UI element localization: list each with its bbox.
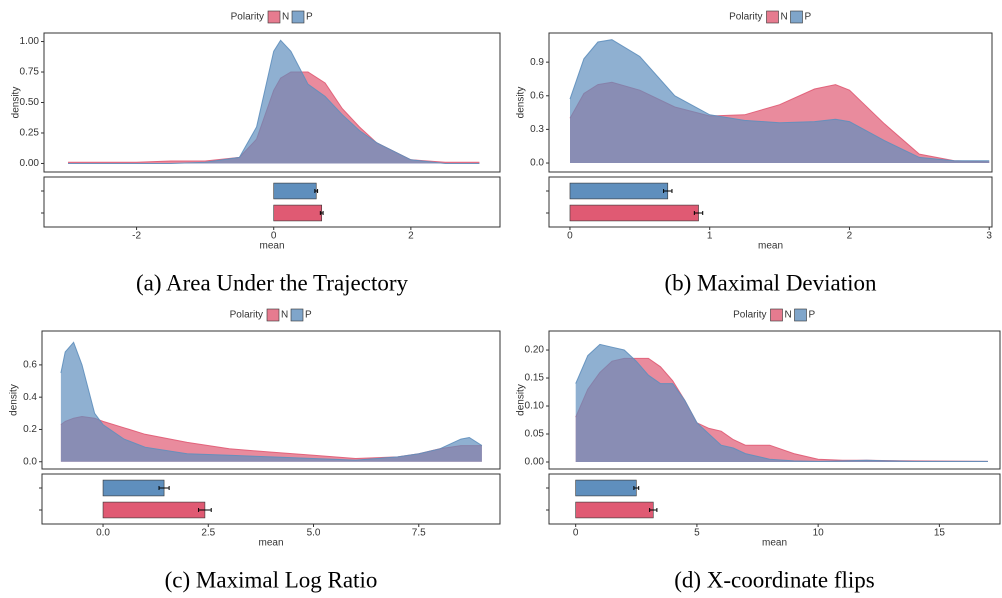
bar-frame [548, 176, 993, 228]
error-bar [314, 189, 319, 193]
error-bar [633, 486, 640, 490]
x-tick-label: 7.5 [412, 528, 426, 539]
y-tick-label: 0.00 [525, 457, 545, 468]
plot-frame [41, 330, 501, 470]
bar-frame [43, 176, 501, 228]
y-tick-label: 0.15 [525, 373, 545, 384]
x-tick-label: 2 [847, 231, 853, 242]
x-tick-label: 10 [813, 528, 825, 539]
x-axis-label: mean [258, 538, 283, 549]
caption: (c) Maximal Log Ratio [165, 567, 378, 592]
density-line [575, 343, 988, 462]
y-tick-label: 0.0 [23, 456, 37, 467]
y-tick-label: 0.2 [23, 424, 37, 435]
y-axis-label: density [516, 384, 527, 416]
error-bar [158, 486, 170, 490]
caption: (a) Area Under the Trajectory [136, 270, 409, 295]
bar-frame [41, 473, 501, 525]
legend-swatch [770, 308, 783, 322]
error-bar [663, 189, 673, 193]
y-axis-label: density [11, 87, 22, 119]
y-tick-label: 0.4 [23, 392, 37, 403]
x-axis-label: mean [259, 241, 284, 252]
y-tick-label: 0.25 [20, 128, 40, 139]
density-fill [60, 342, 482, 462]
caption: (d) X-coordinate flips [674, 567, 875, 592]
legend-title: Polarity [733, 310, 766, 321]
legend-swatch [266, 308, 280, 322]
legend-label: P [805, 12, 812, 23]
density-line [60, 341, 483, 461]
legend-label: N [781, 12, 788, 23]
y-tick-label: 0.05 [525, 429, 545, 440]
legend-swatch [290, 308, 304, 322]
legend-swatch [794, 308, 807, 322]
x-tick-label: 1 [707, 231, 713, 242]
legend-label: N [785, 310, 792, 321]
x-axis-label: mean [762, 538, 787, 549]
x-tick-label: 5 [694, 528, 700, 539]
legend-label: N [282, 12, 289, 23]
bar [273, 182, 317, 200]
plot-frame [548, 330, 1001, 470]
legend-label: P [306, 12, 313, 23]
y-axis-label: density [9, 384, 20, 416]
bar [569, 182, 669, 200]
x-tick-label: 2.5 [201, 528, 215, 539]
density-fill [575, 344, 988, 463]
x-tick-label: 15 [934, 528, 946, 539]
bar [569, 204, 699, 222]
y-tick-label: 0.6 [23, 360, 37, 371]
error-bar [319, 211, 324, 215]
y-tick-label: 0.6 [530, 90, 544, 101]
x-tick-label: 5.0 [307, 528, 321, 539]
legend-label: P [305, 310, 312, 321]
y-tick-label: 0.00 [20, 158, 40, 169]
density-line [68, 39, 480, 164]
legend-label: N [281, 310, 288, 321]
y-tick-label: 0.9 [530, 57, 544, 68]
bar [575, 479, 637, 497]
error-bar [649, 508, 658, 512]
legend-title: Polarity [231, 12, 264, 23]
x-tick-label: 0 [271, 231, 277, 242]
legend-title: Polarity [729, 12, 762, 23]
x-tick-label: 0 [573, 528, 579, 539]
y-tick-label: 0.0 [530, 158, 544, 169]
x-tick-label: 2 [408, 231, 414, 242]
error-bar [198, 508, 212, 512]
legend-swatch [790, 10, 803, 24]
plot-frame [548, 32, 993, 173]
bar [102, 479, 165, 497]
legend-label: P [809, 310, 816, 321]
legend-title: Polarity [230, 310, 263, 321]
x-tick-label: 0 [567, 231, 573, 242]
legend-swatch [267, 10, 281, 24]
y-tick-label: 0.75 [20, 67, 40, 78]
x-tick-label: 0.0 [96, 528, 110, 539]
y-tick-label: 0.20 [525, 345, 545, 356]
y-tick-label: 0.10 [525, 401, 545, 412]
bar [273, 204, 323, 222]
legend-swatch [291, 10, 305, 24]
bar [575, 501, 654, 519]
x-tick-label: -2 [132, 231, 141, 242]
caption: (b) Maximal Deviation [664, 270, 877, 295]
bar-frame [548, 473, 1001, 525]
y-tick-label: 1.00 [20, 36, 40, 47]
y-tick-label: 0.50 [20, 97, 40, 108]
x-axis-label: mean [758, 241, 783, 252]
error-bar [693, 211, 704, 215]
density-fill [68, 40, 480, 164]
density-fill [570, 39, 990, 164]
x-tick-label: 3 [986, 231, 992, 242]
y-tick-label: 0.3 [530, 124, 544, 135]
legend-swatch [766, 10, 779, 24]
bar [102, 501, 206, 519]
density-line [569, 39, 990, 162]
y-axis-label: density [516, 87, 527, 119]
